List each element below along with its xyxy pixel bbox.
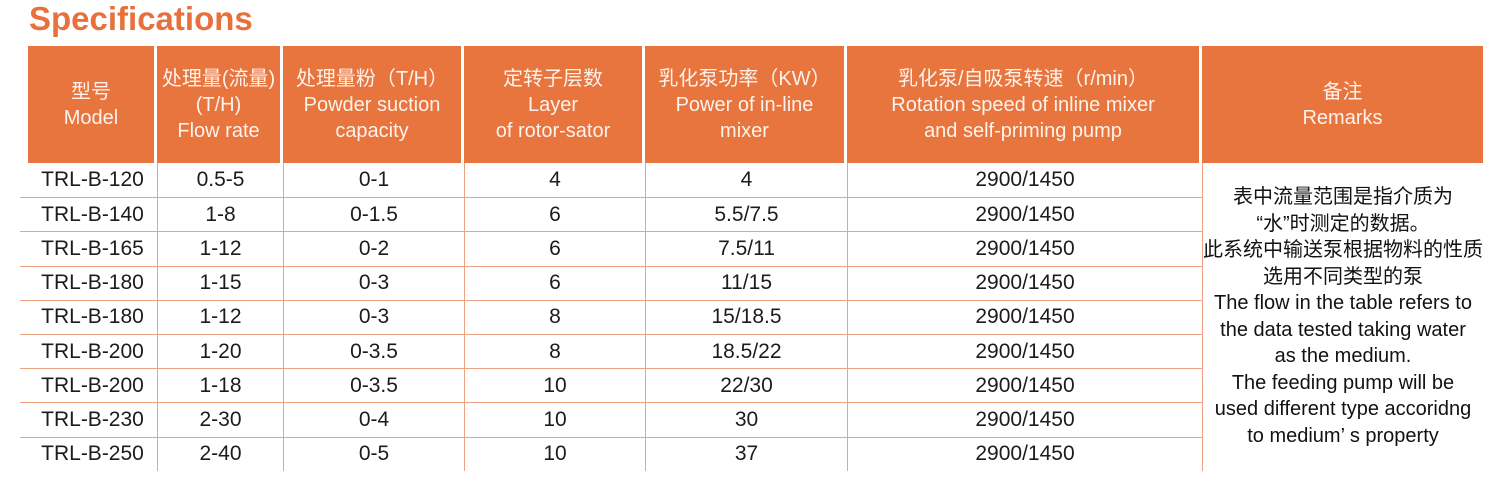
header-line-unit: (T/H): [195, 93, 242, 116]
table-cell: 0-5: [283, 436, 464, 471]
table-cell: 11/15: [645, 265, 847, 300]
table-cell: 0-3.5: [283, 368, 464, 403]
remarks-line: as the medium.: [1274, 345, 1412, 368]
table-cell: 0-3: [283, 299, 464, 334]
table-cell: 5.5/7.5: [645, 197, 847, 232]
remarks-line: 此系统中输送泵根据物料的性质: [1203, 239, 1483, 262]
table-cell: 1-12: [157, 231, 283, 266]
table-cell: TRL-B-140: [20, 197, 157, 231]
table-cell: 0-2: [283, 231, 464, 266]
table-cell: 10: [464, 402, 645, 437]
table-cell: 2900/1450: [847, 197, 1202, 232]
header-line-cn: 乳化泵/自吸泵转速（r/min）: [898, 67, 1148, 90]
table-cell: 1-15: [157, 265, 283, 300]
header-line-cn: 处理量(流量): [161, 67, 276, 90]
table-cell: 6: [464, 265, 645, 300]
table-cell: 8: [464, 333, 645, 369]
table-cell: 6: [464, 231, 645, 266]
header-line-cn: 处理量粉（T/H）: [295, 67, 449, 90]
remarks-line: 表中流量范围是指介质为: [1233, 186, 1453, 209]
column-header-mixer-power: 乳化泵功率（KW） Power of in-line mixer: [645, 46, 847, 163]
table-cell: 2900/1450: [847, 436, 1202, 471]
table-cell: TRL-B-120: [41, 168, 144, 192]
table-cell: TRL-B-250: [20, 436, 157, 471]
table-cell: 2900/1450: [847, 299, 1202, 334]
table-cell: 18.5/22: [645, 333, 847, 369]
table-cell: 2900/1450: [847, 368, 1202, 403]
header-line-en: Powder suction: [303, 93, 441, 116]
remarks-line: the data tested taking water: [1220, 318, 1466, 341]
table-cell: TRL-B-200: [20, 333, 157, 368]
spec-table: 型号 Model 处理量(流量) (T/H) Flow rate 处理量粉（T/…: [20, 46, 1483, 471]
table-cell: 0-4: [283, 402, 464, 437]
table-cell: 2900/1450: [847, 402, 1202, 437]
column-header-flow-rate: 处理量(流量) (T/H) Flow rate: [157, 46, 283, 163]
table-cell: 1-12: [157, 299, 283, 334]
remarks-line: The flow in the table refers to: [1214, 292, 1472, 315]
table-cell: TRL-B-180: [20, 265, 157, 300]
table-cell: TRL-B-165: [20, 231, 157, 265]
table-cell: 37: [645, 436, 847, 471]
header-line-en: Remarks: [1302, 106, 1383, 129]
table-cell: 8: [464, 299, 645, 334]
header-line-en: Rotation speed of inline mixer: [891, 93, 1155, 116]
table-cell: 2900/1450: [847, 163, 1202, 198]
remarks-text: 表中流量范围是指介质为 “水”时测定的数据。 此系统中输送泵根据物料的性质 选用…: [1203, 184, 1483, 449]
table-cell: 0-3.5: [283, 333, 464, 369]
table-cell: 22/30: [645, 368, 847, 403]
page-title: Specifications: [29, 0, 253, 37]
table-cell: 6: [464, 197, 645, 232]
table-cell: 2900/1450: [847, 231, 1202, 266]
table-cell: 15/18.5: [645, 299, 847, 334]
remarks-line: “水”时测定的数据。: [1256, 212, 1430, 235]
remarks-cell: 表中流量范围是指介质为 “水”时测定的数据。 此系统中输送泵根据物料的性质 选用…: [1202, 163, 1483, 471]
table-cell: 0-1: [283, 163, 464, 198]
column-header-powder-capacity: 处理量粉（T/H） Powder suction capacity: [283, 46, 464, 163]
table-cell: TRL-B-230: [20, 402, 157, 436]
header-line-en: Layer: [527, 93, 579, 116]
remarks-line: used different type accoridng: [1214, 398, 1472, 421]
table-cell: 4: [464, 163, 645, 198]
table-cell: 2-40: [157, 436, 283, 471]
table-cell: TRL-B-180: [20, 299, 157, 334]
column-header-remarks: 备注 Remarks: [1202, 46, 1483, 163]
table-cell: 1-8: [157, 197, 283, 232]
remarks-line: to medium’ s property: [1247, 424, 1439, 447]
table-cell: 1-20: [157, 333, 283, 369]
header-line-en: Flow rate: [177, 119, 260, 142]
header-line-cn: 乳化泵功率（KW）: [658, 67, 831, 90]
header-line-en: capacity: [335, 119, 409, 142]
header-line-cn: 备注: [1322, 80, 1363, 103]
table-cell: 0.5-5: [157, 163, 283, 198]
column-header-rotor-layers: 定转子层数 Layer of rotor-sator: [464, 46, 645, 163]
header-line-en: Model: [63, 106, 119, 129]
header-line-en: and self-priming pump: [924, 119, 1122, 142]
header-line-cn: 型号: [71, 80, 111, 103]
header-line-cn: 定转子层数: [503, 67, 603, 90]
table-cell: 4: [645, 163, 847, 198]
remarks-line: The feeding pump will be: [1231, 371, 1455, 394]
table-cell: 0-3: [283, 265, 464, 300]
table-cell: TRL-B-200: [20, 368, 157, 402]
remarks-line: 选用不同类型的泵: [1263, 265, 1423, 288]
header-line-en: of rotor-sator: [495, 119, 611, 142]
header-line-en: mixer: [720, 119, 769, 142]
table-cell: 2900/1450: [847, 265, 1202, 300]
header-line-en: Power of in-line: [675, 93, 814, 116]
table-cell: 7.5/11: [645, 231, 847, 266]
table-cell: 10: [464, 368, 645, 403]
table-cell: 1-18: [157, 368, 283, 403]
column-header-rotation-speed: 乳化泵/自吸泵转速（r/min） Rotation speed of inlin…: [847, 46, 1202, 163]
table-cell: 30: [645, 402, 847, 437]
table-cell: 0-1.5: [283, 197, 464, 232]
table-cell: 2-30: [157, 402, 283, 437]
table-cell: 2900/1450: [847, 333, 1202, 369]
table-cell: 10: [464, 436, 645, 471]
column-header-model: 型号 Model: [28, 46, 157, 163]
